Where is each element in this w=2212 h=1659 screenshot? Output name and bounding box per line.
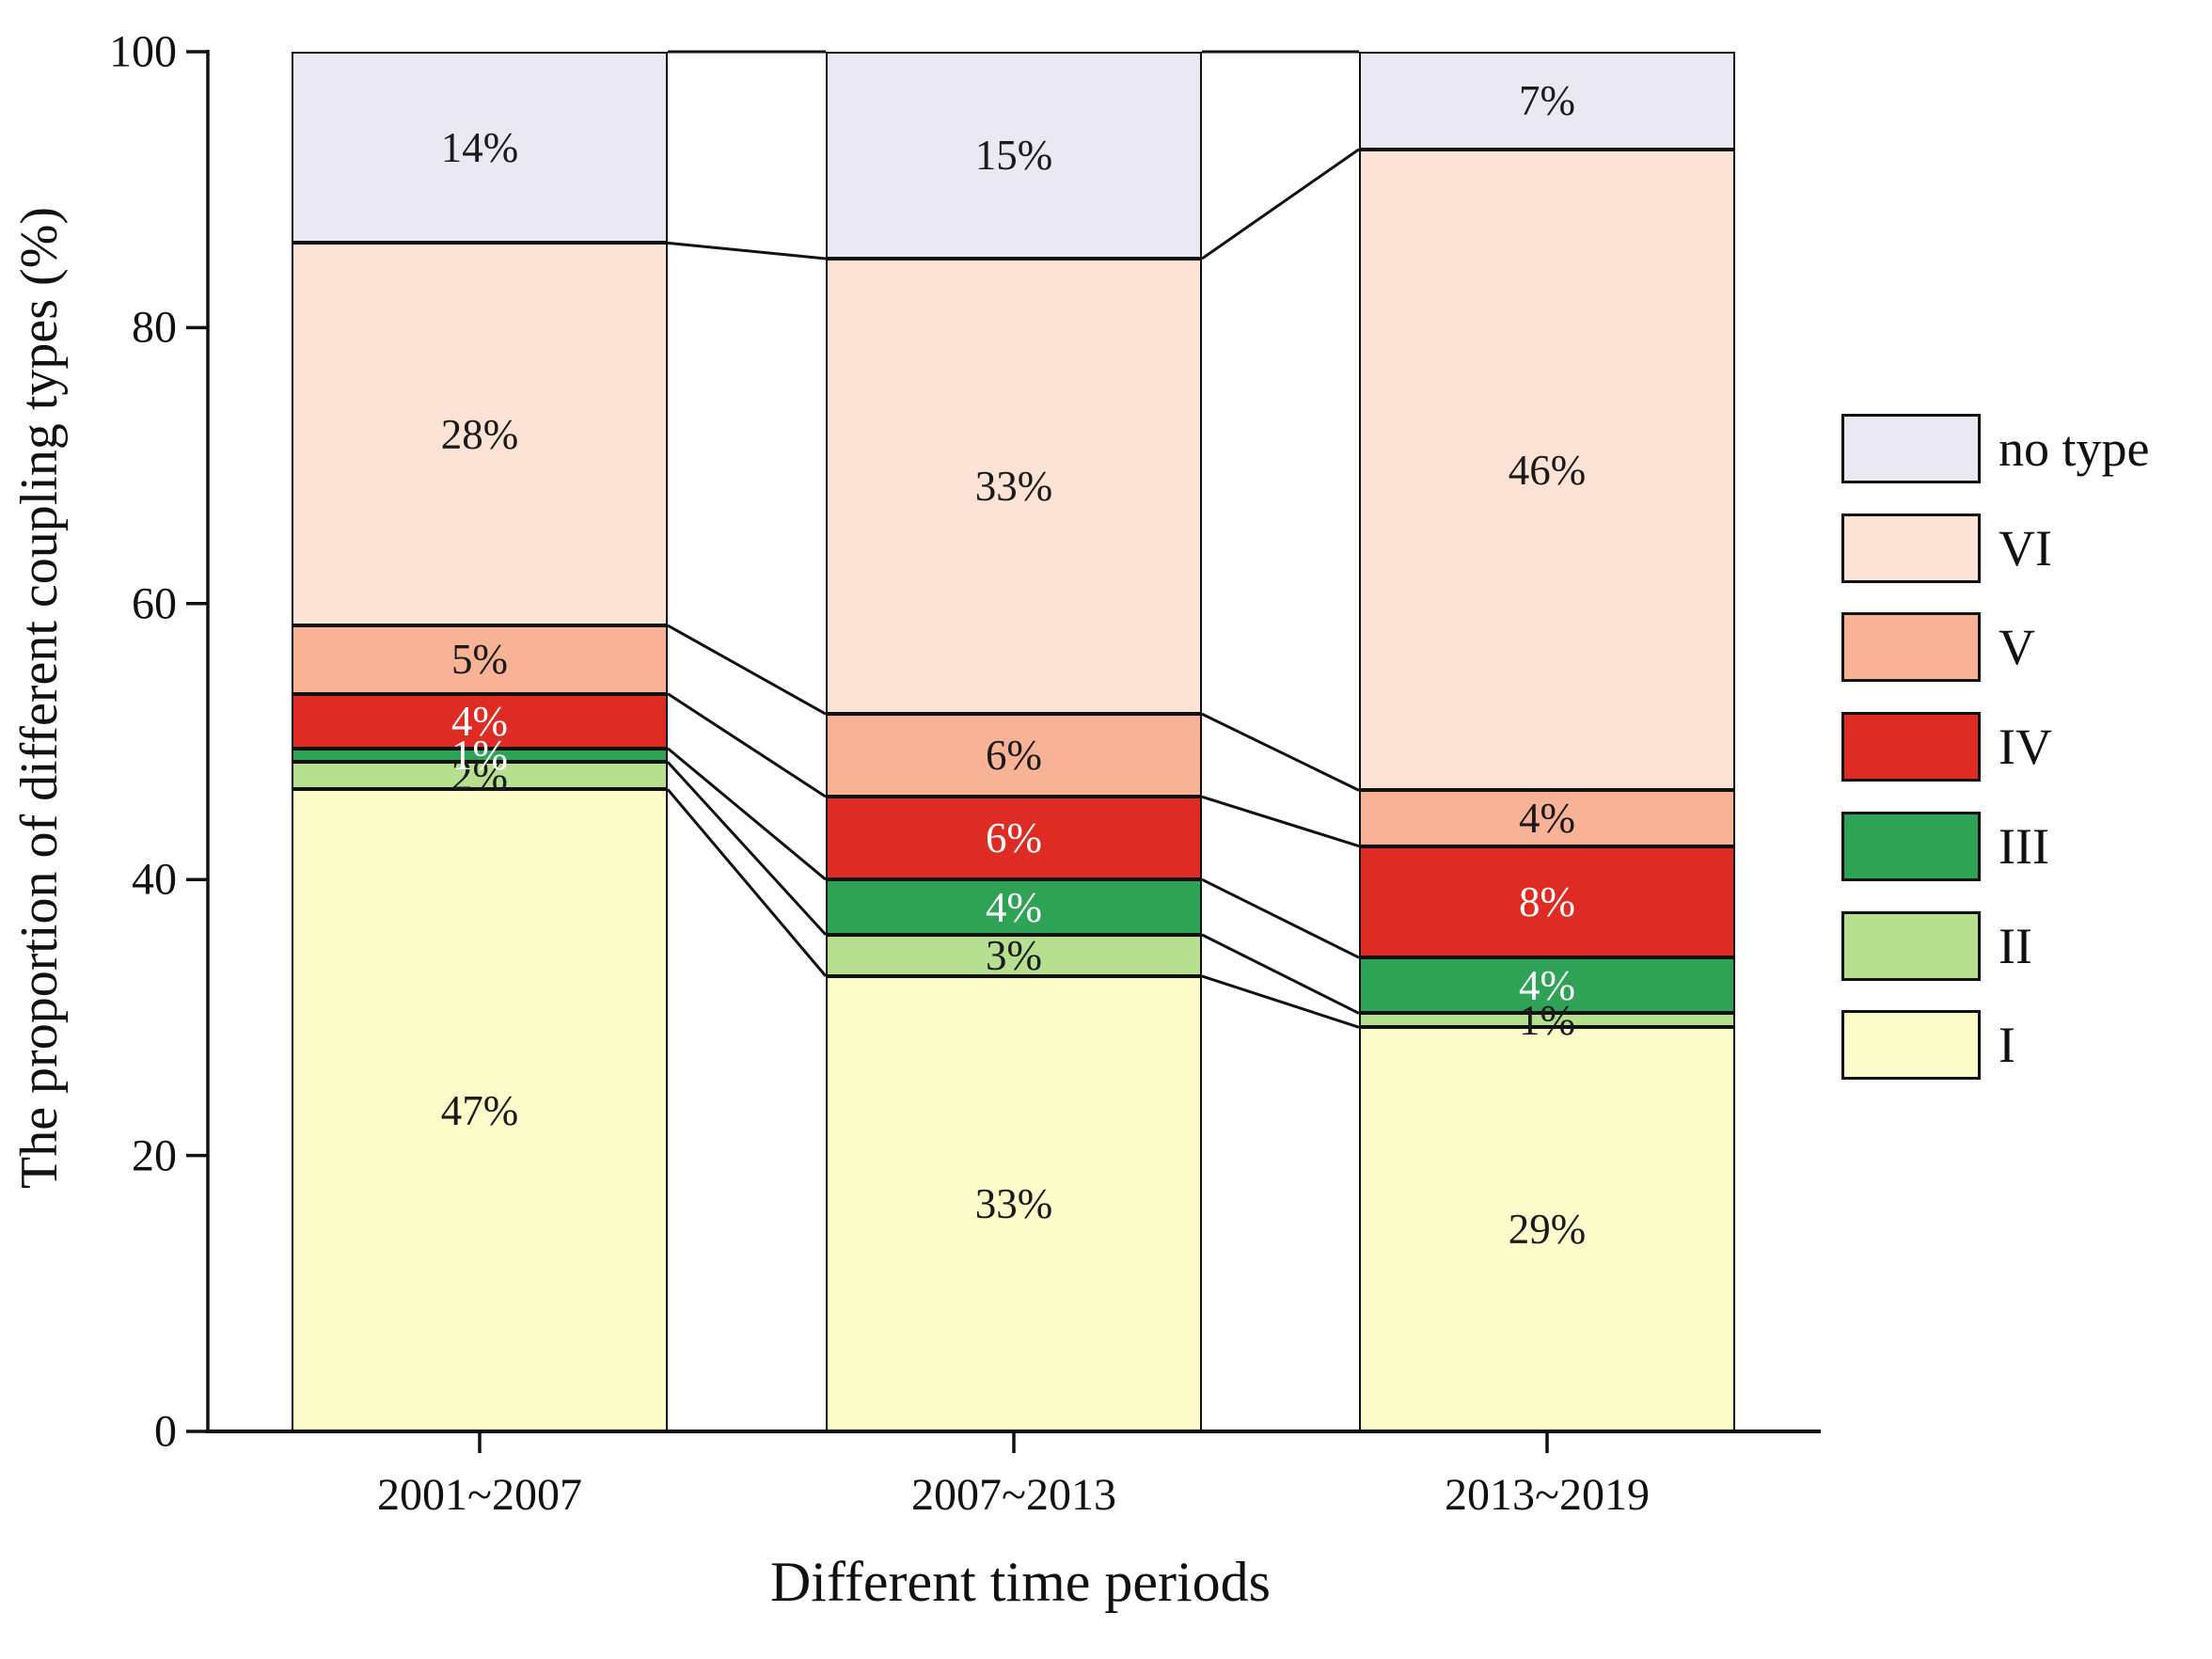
segment-V-2001~2007: [292, 625, 668, 694]
segment-III-2013~2019: [1359, 957, 1735, 1014]
segment-VI-2013~2019: [1359, 149, 1735, 791]
legend-swatch-IV: [1841, 712, 1981, 782]
connector-line: [666, 788, 828, 977]
segment-no-type-2007~2013: [826, 52, 1202, 260]
segment-V-2013~2019: [1359, 790, 1735, 846]
legend-swatch-VI: [1841, 514, 1981, 583]
legend-label-VI: VI: [1999, 520, 2052, 577]
legend-label-IV: IV: [1999, 719, 2052, 775]
legend-swatch-V: [1841, 612, 1981, 682]
connector-line: [667, 624, 827, 716]
legend-swatch-no-type: [1841, 414, 1981, 483]
legend-swatch-I: [1841, 1010, 1981, 1080]
segment-VI-2001~2007: [292, 243, 668, 626]
connector-line: [1201, 795, 1360, 848]
connector-line: [666, 761, 828, 936]
segment-no-type-2013~2019: [1359, 52, 1735, 150]
x-tick-label-2001~2007: 2001~2007: [377, 1470, 582, 1520]
y-tick-label: 20: [132, 1130, 177, 1181]
legend-label-V: V: [1999, 619, 2035, 675]
x-tick-label-2007~2013: 2007~2013: [911, 1470, 1116, 1520]
connector-line: [1201, 712, 1360, 792]
legend-label-no-type: no type: [1999, 420, 2150, 477]
connector-line: [1201, 148, 1360, 261]
segment-III-2007~2013: [826, 879, 1202, 935]
connector-line: [1201, 877, 1360, 959]
y-tick-label: 100: [109, 26, 177, 77]
segment-IV-2013~2019: [1359, 845, 1735, 958]
segment-I-2007~2013: [826, 975, 1202, 1431]
segment-I-2001~2007: [292, 789, 668, 1431]
connector-line: [667, 241, 827, 261]
connector-line: [667, 692, 827, 798]
segment-II-2013~2019: [1359, 1013, 1735, 1028]
legend-swatch-III: [1841, 812, 1981, 881]
segment-no-type-2001~2007: [292, 52, 668, 244]
y-tick-label: 80: [132, 302, 177, 353]
segment-II-2007~2013: [826, 934, 1202, 976]
connector-line: [667, 747, 827, 881]
y-axis-title: The proportion of different coupling typ…: [10, 206, 69, 1190]
segment-I-2013~2019: [1359, 1027, 1735, 1431]
segment-IV-2007~2013: [826, 797, 1202, 880]
legend-swatch-II: [1841, 911, 1981, 981]
legend-label-II: II: [1999, 918, 2032, 974]
legend-label-III: III: [1999, 818, 2049, 875]
connector-line: [1201, 933, 1360, 1015]
x-tick-label-2013~2019: 2013~2019: [1445, 1470, 1650, 1520]
segment-II-2001~2007: [292, 762, 668, 790]
legend-label-I: I: [1999, 1017, 2015, 1073]
y-tick-label: 40: [132, 854, 177, 905]
connector-line: [1201, 974, 1360, 1029]
segment-IV-2001~2007: [292, 693, 668, 749]
segment-III-2001~2007: [292, 748, 668, 763]
x-axis-title: Different time periods: [769, 1551, 1272, 1613]
segment-VI-2007~2013: [826, 259, 1202, 715]
segment-V-2007~2013: [826, 714, 1202, 798]
y-tick-label: 0: [154, 1406, 177, 1457]
y-tick-label: 60: [132, 578, 177, 629]
